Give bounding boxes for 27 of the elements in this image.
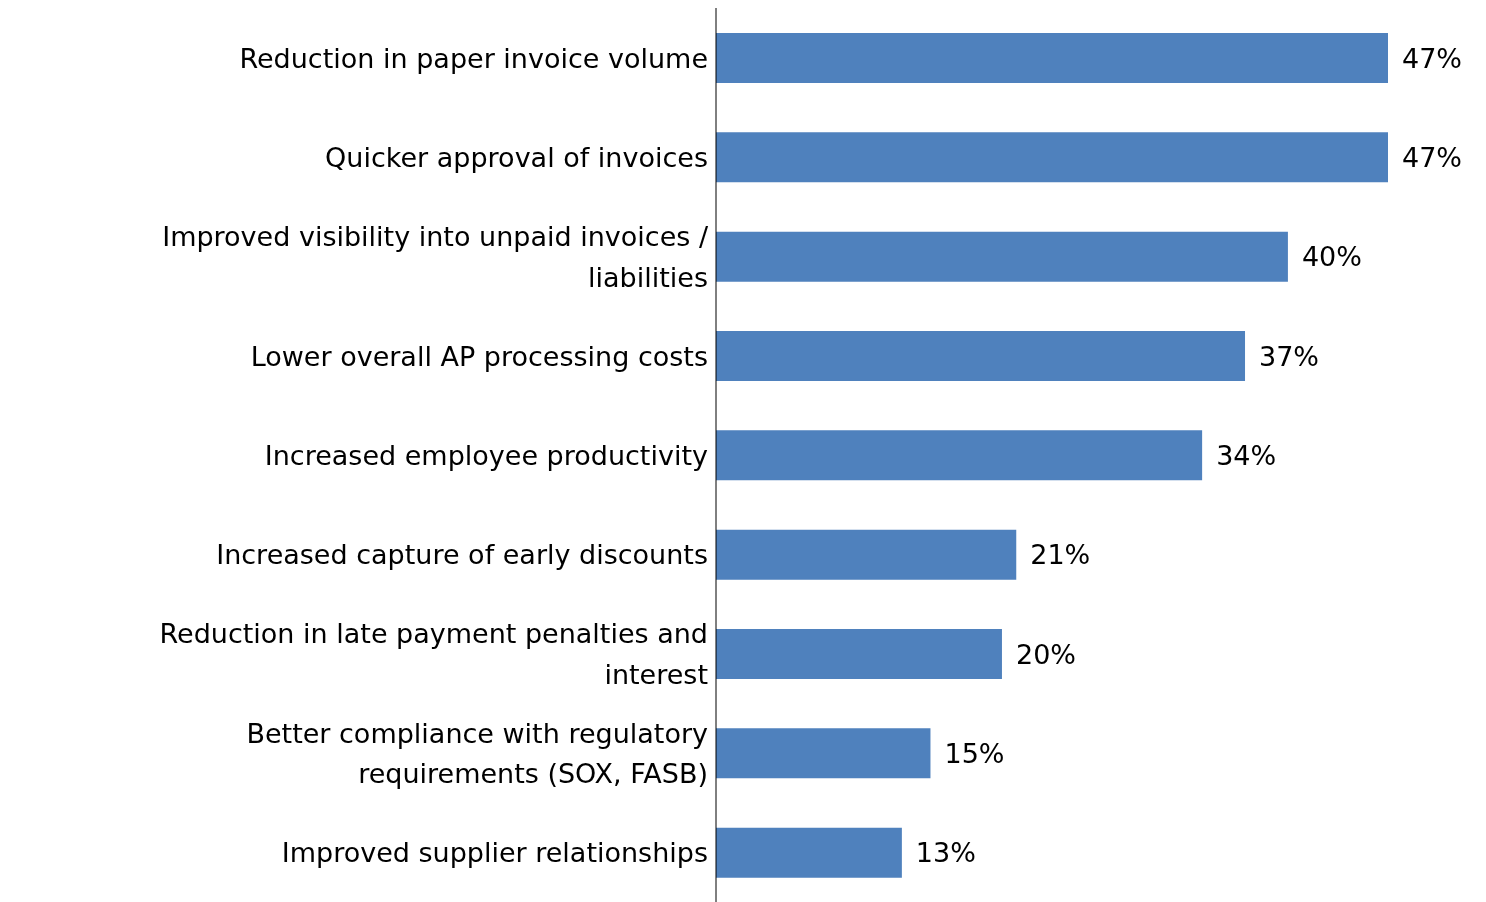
y-tick-label: Reduction in late payment penalties and interest: [159, 617, 708, 690]
y-tick-label: Improved supplier relationships: [281, 836, 708, 868]
y-tick-label: Quicker approval of invoices: [325, 141, 708, 173]
data-label: 20%: [1015, 638, 1076, 670]
bar: [716, 529, 1017, 580]
data-label: 40%: [1301, 241, 1362, 273]
y-tick-label: Increased capture of early discounts: [216, 538, 708, 570]
y-tick-label: Increased employee productivity: [264, 439, 709, 471]
data-label: 47%: [1402, 42, 1463, 74]
bar: [716, 331, 1246, 381]
data-label: 13%: [915, 837, 976, 869]
bar: [716, 629, 1002, 679]
y-tick-label: Better compliance with regulatory requirements (SOX, FASB): [246, 717, 709, 789]
data-label: 37%: [1259, 340, 1320, 372]
bar: [716, 728, 931, 779]
data-label: 47%: [1402, 141, 1463, 173]
data-label: 15%: [944, 737, 1005, 769]
y-tick-label: Lower overall AP processing costs: [250, 340, 708, 372]
bar: [716, 430, 1203, 481]
data-label: 34%: [1216, 439, 1277, 471]
y-tick-label: Improved visibility into unpaid invoices / liabilities: [162, 220, 709, 293]
data-label: 21%: [1030, 539, 1091, 571]
bar: [716, 231, 1288, 282]
y-tick-label: Reduction in paper invoice volume: [239, 42, 708, 74]
bar: [716, 827, 902, 878]
bar: [716, 33, 1388, 83]
bar: [716, 132, 1388, 183]
